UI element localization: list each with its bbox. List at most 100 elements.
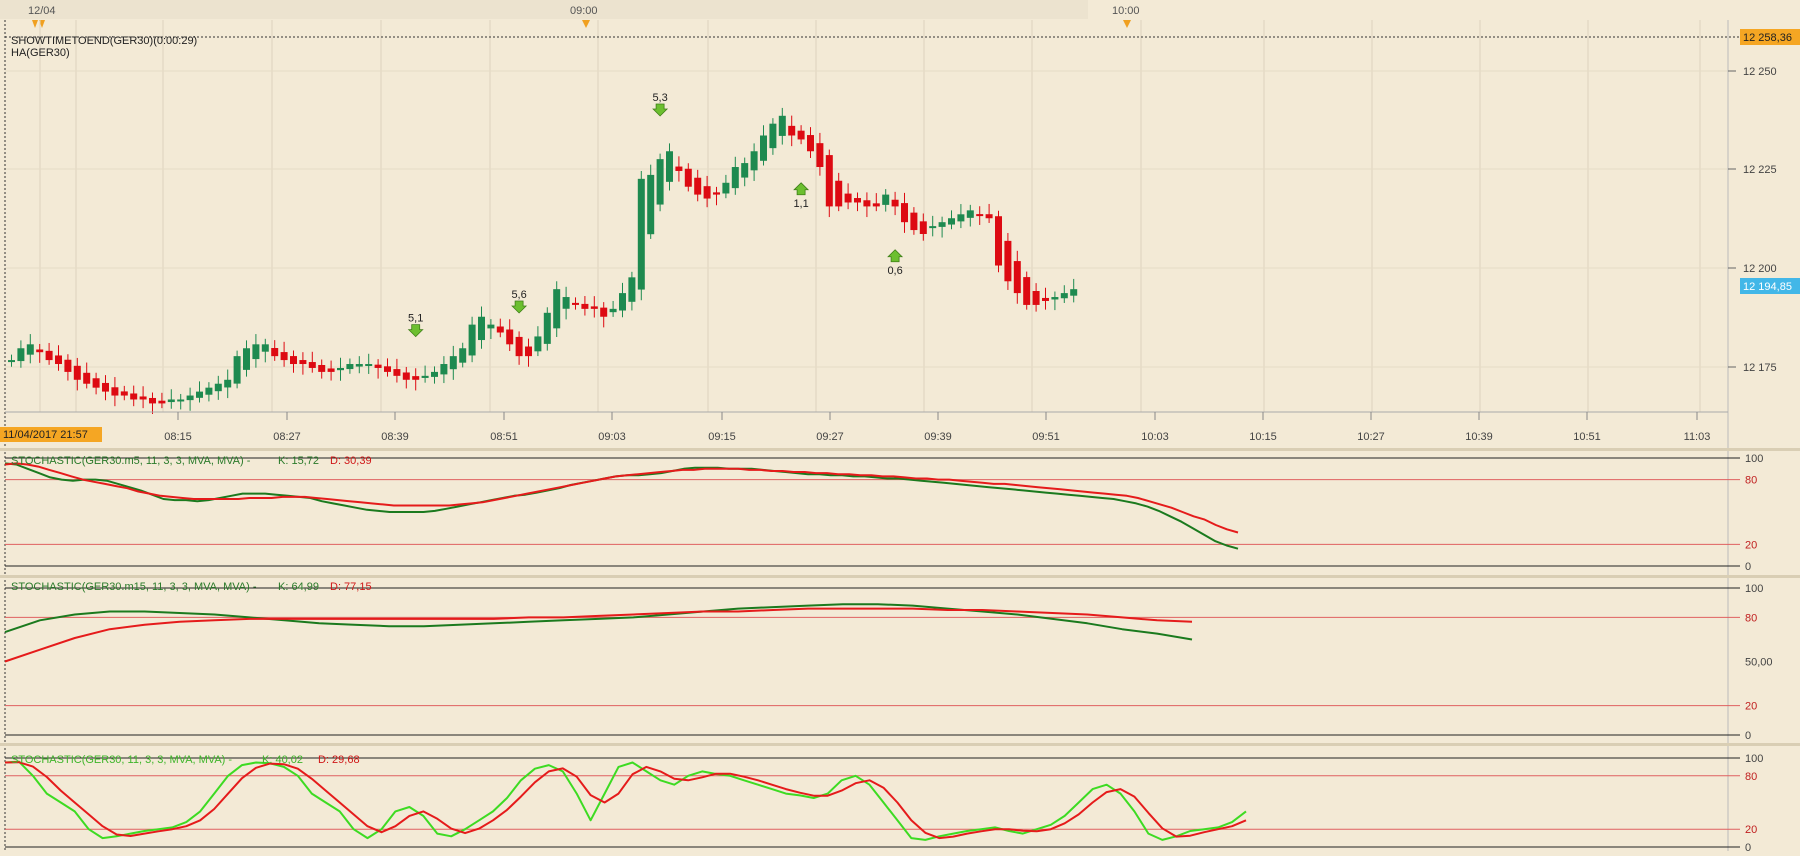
candle-body[interactable] (421, 375, 429, 378)
candle-body[interactable] (807, 135, 814, 152)
candle-body[interactable] (487, 324, 495, 329)
candle-body[interactable] (722, 182, 730, 194)
candle-body[interactable] (243, 348, 250, 370)
candle-body[interactable] (290, 356, 297, 365)
panel-separator[interactable] (0, 575, 1800, 578)
candle-body[interactable] (205, 387, 213, 395)
candle-body[interactable] (844, 193, 852, 203)
candle-body[interactable] (901, 203, 908, 223)
stochastic-m15-panel[interactable]: 100 80 20 0 50,00 (4, 583, 1773, 742)
candle-body[interactable] (327, 368, 335, 372)
candle-body[interactable] (788, 125, 796, 136)
candle-body[interactable] (976, 214, 984, 217)
candle-body[interactable] (318, 364, 326, 372)
candle-body[interactable] (741, 163, 749, 178)
candle-body[interactable] (1042, 297, 1049, 301)
candle-body[interactable] (496, 326, 504, 333)
candle-body[interactable] (139, 396, 147, 400)
candle-body[interactable] (45, 350, 53, 361)
candle-body[interactable] (966, 210, 974, 218)
candle-body[interactable] (478, 316, 485, 341)
candlestick-series[interactable] (8, 107, 1078, 415)
candle-body[interactable] (647, 174, 655, 235)
candle-body[interactable] (929, 226, 937, 229)
candle-body[interactable] (186, 395, 194, 401)
candle-body[interactable] (214, 383, 222, 392)
candle-body[interactable] (572, 302, 579, 305)
candle-body[interactable] (111, 387, 119, 396)
candle-body[interactable] (177, 399, 185, 402)
candle-body[interactable] (957, 214, 965, 222)
candle-body[interactable] (8, 360, 15, 363)
candle-body[interactable] (666, 151, 673, 182)
trade-signal-markers[interactable]: 5,1 5,6 5,3 1,1 0,6 (407, 92, 904, 338)
candle-body[interactable] (252, 344, 260, 360)
candle-body[interactable] (412, 376, 420, 380)
candle-body[interactable] (656, 159, 664, 205)
candle-body[interactable] (64, 359, 72, 372)
candle-body[interactable] (590, 306, 598, 309)
session-marker-icon[interactable] (582, 20, 590, 28)
candle-body[interactable] (628, 277, 636, 302)
candle-body[interactable] (459, 348, 467, 363)
candle-body[interactable] (468, 324, 476, 356)
candle-body[interactable] (384, 366, 391, 372)
panel-separator[interactable] (0, 448, 1800, 451)
candle-body[interactable] (948, 218, 955, 225)
candle-body[interactable] (778, 115, 786, 136)
candle-body[interactable] (55, 355, 62, 365)
candle-body[interactable] (355, 364, 363, 367)
candle-body[interactable] (760, 135, 767, 161)
time-axis-labels[interactable]: 08:15 08:27 08:39 08:51 09:03 09:15 09:27 09:39… (164, 412, 1710, 443)
candle-body[interactable] (863, 200, 871, 207)
sell-signal-arrow-icon[interactable] (887, 249, 904, 263)
candle-body[interactable] (233, 356, 241, 384)
candle-body[interactable] (1013, 261, 1021, 294)
candle-body[interactable] (26, 344, 34, 355)
candle-body[interactable] (506, 329, 514, 345)
candle-body[interactable] (731, 167, 739, 189)
candle-body[interactable] (619, 293, 626, 311)
candle-body[interactable] (17, 348, 25, 362)
candle-body[interactable] (1004, 240, 1012, 282)
candle-body[interactable] (553, 289, 561, 329)
sell-signal-arrow-icon[interactable] (793, 182, 810, 196)
candle-body[interactable] (261, 344, 269, 352)
candle-body[interactable] (308, 362, 316, 368)
candle-body[interactable] (797, 130, 805, 140)
session-marker-icon[interactable] (32, 20, 38, 28)
candle-body[interactable] (120, 391, 128, 396)
candle-body[interactable] (102, 382, 109, 392)
candle-body[interactable] (985, 214, 993, 219)
candle-body[interactable] (543, 312, 551, 344)
candle-body[interactable] (684, 168, 692, 187)
candle-body[interactable] (609, 308, 617, 313)
candle-body[interactable] (280, 352, 288, 361)
candle-body[interactable] (919, 221, 927, 234)
candle-body[interactable] (515, 336, 523, 357)
candle-body[interactable] (73, 365, 81, 380)
candle-body[interactable] (224, 379, 232, 388)
buy-signal-arrow-icon[interactable] (407, 324, 424, 338)
candle-body[interactable] (1060, 293, 1068, 299)
candle-body[interactable] (872, 203, 880, 207)
candle-body[interactable] (365, 364, 373, 367)
candle-body[interactable] (562, 297, 570, 309)
candle-body[interactable] (1070, 289, 1078, 296)
candle-body[interactable] (891, 199, 899, 207)
candle-body[interactable] (1051, 297, 1059, 300)
buy-signal-arrow-icon[interactable] (652, 103, 669, 117)
candle-body[interactable] (337, 367, 344, 371)
candle-body[interactable] (431, 371, 438, 377)
stochastic-m5-panel[interactable]: 100 80 20 0 (4, 453, 1763, 573)
candle-body[interactable] (694, 177, 702, 195)
candle-body[interactable] (196, 391, 203, 398)
candle-body[interactable] (534, 336, 542, 352)
candle-body[interactable] (816, 143, 824, 168)
candle-body[interactable] (299, 360, 307, 365)
candle-body[interactable] (525, 346, 532, 357)
candle-body[interactable] (581, 303, 589, 309)
candle-body[interactable] (92, 378, 100, 388)
candle-body[interactable] (995, 216, 1002, 266)
